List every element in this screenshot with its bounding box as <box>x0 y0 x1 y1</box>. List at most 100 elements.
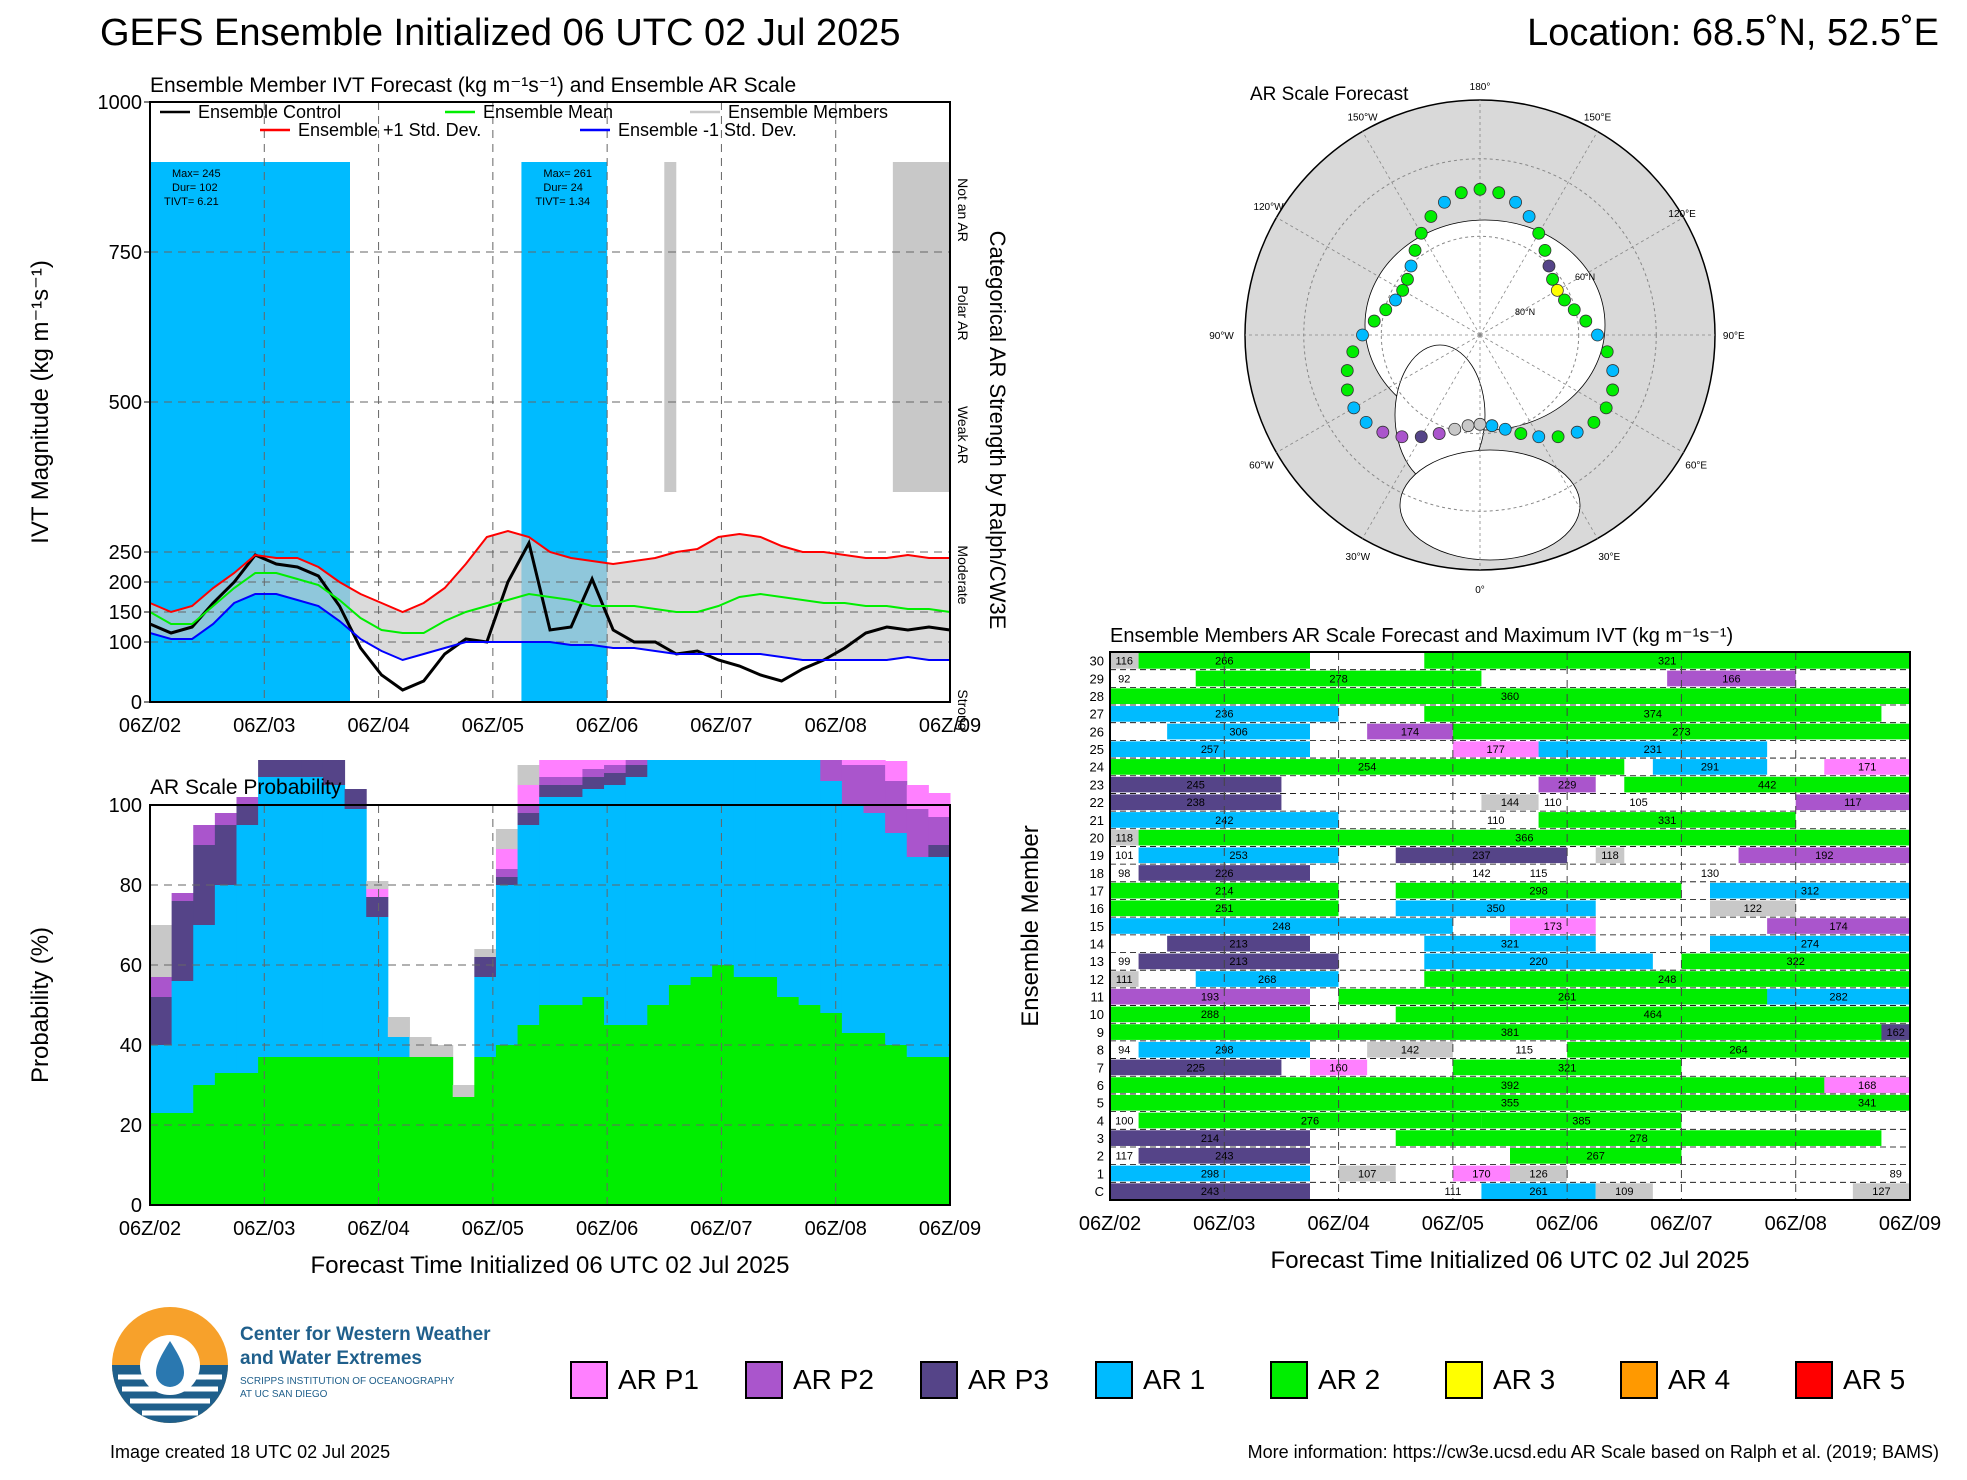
member-label: 13 <box>1090 954 1104 969</box>
member-segment <box>1424 653 1910 669</box>
forecast-point <box>1473 182 1487 196</box>
segment-max-ivt: 312 <box>1801 885 1819 897</box>
member-segment <box>1667 670 1796 687</box>
segment-max-ivt: 174 <box>1401 726 1419 738</box>
longitude-label: 60°E <box>1685 460 1707 471</box>
segment-max-ivt: 173 <box>1544 921 1562 933</box>
segment-max-ivt: 98 <box>1118 868 1130 880</box>
y-tick-label: 60 <box>120 955 142 977</box>
x-axis-label: Forecast Time Initialized 06 UTC 02 Jul … <box>1271 1247 1750 1274</box>
member-segment <box>1367 1041 1453 1058</box>
segment-max-ivt: 238 <box>1187 797 1205 809</box>
prob-bar-ar-2 <box>409 1057 432 1205</box>
prob-bar-ar-1 <box>798 760 821 1005</box>
member-segment <box>1824 1094 1910 1111</box>
x-tick-label: 06Z/07 <box>690 1218 752 1240</box>
forecast-point <box>1379 303 1393 317</box>
chart-title: Ensemble Members AR Scale Forecast and M… <box>1110 625 1733 647</box>
prob-bar-ar-2 <box>171 1113 194 1205</box>
forecast-point <box>1558 293 1571 307</box>
prob-bar-ar-2 <box>560 1005 583 1205</box>
member-segment <box>1538 741 1768 758</box>
forecast-point <box>1356 328 1369 342</box>
member-label: 12 <box>1090 972 1104 987</box>
longitude-label: 30°E <box>1598 552 1620 563</box>
prob-bar-ar-2 <box>193 1085 216 1205</box>
segment-max-ivt: 248 <box>1658 974 1676 986</box>
member-label: 3 <box>1097 1131 1104 1146</box>
segment-max-ivt: 111 <box>1116 974 1133 986</box>
member-segment <box>1395 1006 1910 1023</box>
prob-bar-ar-p2 <box>517 805 540 813</box>
forecast-point <box>1550 283 1564 297</box>
x-tick-label: 06Z/03 <box>233 1218 295 1240</box>
prob-bar-ar-2 <box>344 1057 367 1205</box>
prob-bar-ar-p2 <box>236 797 259 805</box>
prob-bar-ar-p2 <box>906 809 929 857</box>
member-segment <box>1110 1006 1310 1023</box>
prob-bar-ar-p1 <box>863 760 886 765</box>
longitude-label: 150°E <box>1584 112 1612 123</box>
forecast-point <box>1414 226 1428 240</box>
y-tick-label: 40 <box>120 1035 142 1057</box>
segment-max-ivt: 214 <box>1201 1133 1219 1145</box>
forecast-point <box>1591 328 1604 342</box>
member-segment <box>1110 794 1282 811</box>
prob-bar-ar-2 <box>777 997 800 1205</box>
prob-bar-ar-1 <box>906 857 929 1057</box>
forecast-point <box>1514 427 1528 440</box>
prob-bar-ar-2 <box>712 965 735 1205</box>
forecast-point <box>1599 401 1613 415</box>
member-segment <box>1424 935 1596 952</box>
prob-bar-ar-1 <box>625 777 648 1025</box>
forecast-point <box>1448 422 1462 436</box>
category-label: Strong <box>955 689 971 730</box>
longitude-label: 90°E <box>1723 331 1745 342</box>
segment-max-ivt: 99 <box>1118 956 1130 968</box>
legend-swatch <box>1795 1361 1833 1399</box>
x-tick-label: 06Z/03 <box>233 715 295 737</box>
segment-max-ivt: 168 <box>1858 1080 1876 1092</box>
y-tick-label: 0 <box>131 1195 142 1217</box>
member-segment <box>1738 847 1910 864</box>
legend-item: AR 1 <box>1095 1360 1205 1400</box>
legend-label: Ensemble +1 Std. Dev. <box>298 120 481 140</box>
category-label: Weak AR <box>955 406 971 464</box>
segment-max-ivt: 142 <box>1472 868 1490 880</box>
forecast-point <box>1532 226 1546 240</box>
prob-bar-ar-2 <box>366 1057 389 1205</box>
prob-bar-ar-p3 <box>928 845 951 857</box>
cw3e-logo <box>110 1305 230 1425</box>
member-label: 17 <box>1090 883 1104 898</box>
prob-bar-ar-p3 <box>604 773 627 785</box>
segment-max-ivt: 100 <box>1115 1115 1133 1127</box>
legend-swatch <box>570 1361 608 1399</box>
segment-max-ivt: 193 <box>1201 992 1219 1004</box>
segment-max-ivt: 116 <box>1116 656 1134 668</box>
segment-max-ivt: 273 <box>1672 726 1690 738</box>
prob-bar-ar-p2 <box>885 781 908 833</box>
member-segment <box>1881 1024 1910 1040</box>
prob-bar-ar-p2 <box>171 893 194 901</box>
x-tick-label: 06Z/02 <box>119 1218 181 1240</box>
segment-max-ivt: 109 <box>1615 1186 1633 1198</box>
prob-bar-ar-1 <box>193 925 216 1085</box>
member-segment <box>1110 1183 1310 1199</box>
prob-bar-ar-1 <box>668 760 692 985</box>
prob-bar-ar-1 <box>236 825 259 1073</box>
segment-max-ivt: 350 <box>1487 903 1505 915</box>
y-tick-label: 0 <box>131 692 142 714</box>
forecast-point <box>1346 345 1360 359</box>
member-segment <box>1110 829 1139 846</box>
prob-bar-ar-p2 <box>150 977 173 997</box>
category-label: Polar AR <box>955 285 971 340</box>
member-segment <box>1367 723 1453 740</box>
legend-label: AR P2 <box>793 1364 874 1395</box>
member-segment <box>1167 723 1310 740</box>
segment-max-ivt: 117 <box>1116 1151 1134 1163</box>
forecast-point <box>1454 186 1468 200</box>
prob-bar-ar-p3 <box>279 760 302 777</box>
prob-bar-ar-2 <box>755 977 778 1205</box>
forecast-point <box>1401 272 1414 286</box>
y-tick-label: 750 <box>109 242 142 264</box>
